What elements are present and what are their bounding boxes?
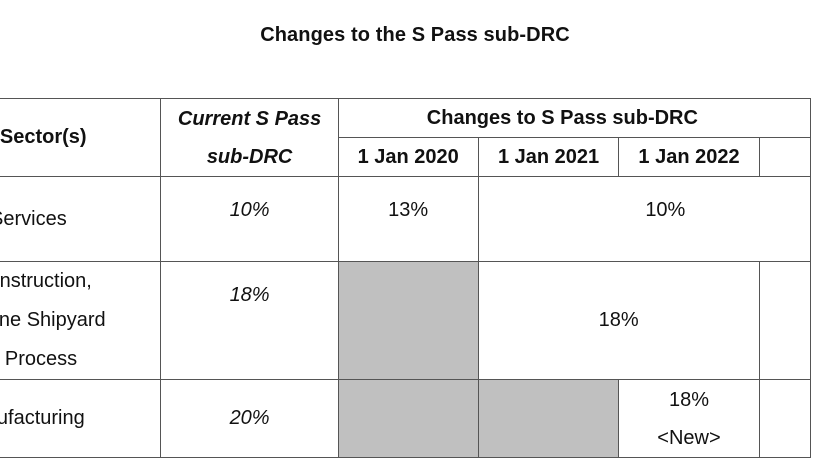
changes-header: Changes to S Pass sub-DRC xyxy=(337,98,812,138)
value-cell-next xyxy=(758,261,812,380)
table-row: Services 10% 13% 10% xyxy=(0,176,812,262)
date-header-2022: 1 Jan 2022 xyxy=(618,137,760,177)
sector-cell: Construction, Marine Shipyard and Proces… xyxy=(0,261,162,380)
header-row-top: Sector(s) Current S Pass sub-DRC Changes… xyxy=(0,98,812,177)
value-cell-2022: 18% <New> xyxy=(618,379,760,458)
value-cell-next xyxy=(758,379,812,458)
header-row-dates: 1 Jan 2020 1 Jan 2021 1 Jan 2022 xyxy=(0,137,812,177)
table-row: Construction, Marine Shipyard and Proces… xyxy=(0,261,812,380)
shaded-cell xyxy=(477,379,620,458)
page-title: Changes to the S Pass sub-DRC xyxy=(260,24,570,46)
date-header-next xyxy=(758,137,812,177)
current-value-cell: 10% xyxy=(160,176,339,262)
value-cell-from-2021: 18% xyxy=(477,261,760,380)
date-header-2020: 1 Jan 2020 xyxy=(337,137,479,177)
value-cell-from-2021: 10% xyxy=(477,176,812,262)
sector-header: Sector(s) xyxy=(0,98,162,177)
current-value-cell: 20% xyxy=(160,379,339,458)
date-header-2021: 1 Jan 2021 xyxy=(477,137,620,177)
shaded-cell xyxy=(337,379,479,458)
sector-cell: Services xyxy=(0,176,162,262)
sub-drc-table: Sector(s) Current S Pass sub-DRC Changes… xyxy=(0,98,812,458)
value-cell-2020: 13% xyxy=(337,176,479,262)
table-row: Manufacturing 20% 18% <New> xyxy=(0,379,812,458)
current-value-cell: 18% xyxy=(160,261,339,380)
current-sub-drc-header: Current S Pass sub-DRC xyxy=(160,98,339,177)
shaded-cell xyxy=(337,261,479,380)
sector-cell: Manufacturing xyxy=(0,379,162,458)
